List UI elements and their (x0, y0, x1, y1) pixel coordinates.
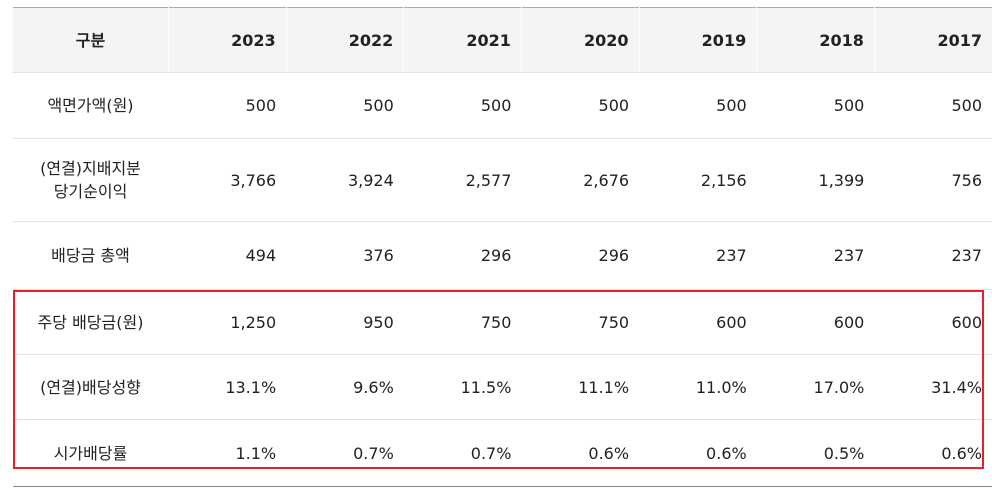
header-cell: 2022 (285, 7, 404, 73)
value-cell: 750 (521, 289, 640, 355)
value-cell: 296 (403, 221, 522, 290)
value-cell: 500 (521, 72, 640, 139)
dividend-table: 구분 2023 2022 2021 2020 2019 2018 2017 액면가액(원) 50… (12, 7, 992, 487)
value-cell: 756 (874, 138, 992, 222)
table-row: 배당금 총액 494 376 296 296 237 237 237 (12, 221, 992, 290)
value-cell: 600 (874, 289, 992, 355)
table-row: (연결)지배지분 당기순이익 3,766 3,924 2,577 2,676 2,156 1… (12, 138, 992, 222)
value-cell: 500 (756, 72, 875, 139)
value-cell: 3,924 (286, 138, 404, 222)
value-cell: 0.7% (286, 419, 404, 487)
value-cell: 500 (639, 72, 757, 139)
table-body: 액면가액(원) 500 500 500 500 500 500 500 (연결)지배지분 당기순… (12, 72, 992, 487)
header-cell: 2017 (873, 7, 992, 73)
value-cell: 11.1% (521, 354, 640, 420)
value-cell: 0.6% (639, 419, 757, 487)
row-label: 액면가액(원) (12, 72, 169, 139)
value-cell: 9.6% (286, 354, 404, 420)
header-cell: 2021 (403, 7, 522, 73)
header-cell: 2020 (520, 7, 640, 73)
value-cell: 600 (639, 289, 757, 355)
value-cell: 1,399 (756, 138, 875, 222)
value-cell: 0.6% (874, 419, 992, 487)
value-cell: 0.5% (756, 419, 875, 487)
value-cell: 31.4% (874, 354, 992, 420)
header-cell: 구분 (12, 7, 169, 73)
row-label: 주당 배당금(원) (12, 289, 169, 355)
value-cell: 237 (756, 221, 875, 290)
value-cell: 296 (521, 221, 640, 290)
table-row: 액면가액(원) 500 500 500 500 500 500 500 (12, 72, 992, 139)
value-cell: 2,676 (521, 138, 640, 222)
value-cell: 13.1% (168, 354, 287, 420)
value-cell: 600 (756, 289, 875, 355)
row-label: (연결)지배지분 당기순이익 (12, 138, 169, 222)
table-row: 주당 배당금(원) 1,250 950 750 750 600 600 600 (12, 289, 992, 355)
value-cell: 237 (874, 221, 992, 290)
table-row: 시가배당률 1.1% 0.7% 0.7% 0.6% 0.6% 0.5% 0.6% (12, 419, 992, 487)
value-cell: 237 (639, 221, 757, 290)
value-cell: 500 (874, 72, 992, 139)
table-header: 구분 2023 2022 2021 2020 2019 2018 2017 (12, 7, 992, 73)
header-cell: 2018 (756, 7, 875, 73)
value-cell: 500 (286, 72, 404, 139)
header-cell: 2019 (638, 7, 757, 73)
row-label: 시가배당률 (12, 419, 169, 487)
value-cell: 2,156 (639, 138, 757, 222)
value-cell: 494 (168, 221, 287, 290)
value-cell: 0.6% (521, 419, 640, 487)
value-cell: 11.5% (403, 354, 522, 420)
header-row: 구분 2023 2022 2021 2020 2019 2018 2017 (12, 7, 992, 73)
value-cell: 750 (403, 289, 522, 355)
header-cell: 2023 (168, 7, 287, 73)
value-cell: 2,577 (403, 138, 522, 222)
value-cell: 11.0% (639, 354, 757, 420)
value-cell: 17.0% (756, 354, 875, 420)
table-row: (연결)배당성향 13.1% 9.6% 11.5% 11.1% 11.0% 17.0% 31.… (12, 354, 992, 420)
row-label: 배당금 총액 (12, 221, 169, 290)
value-cell: 500 (403, 72, 522, 139)
value-cell: 1.1% (168, 419, 287, 487)
value-cell: 3,766 (168, 138, 287, 222)
row-label: (연결)배당성향 (12, 354, 169, 420)
value-cell: 1,250 (168, 289, 287, 355)
value-cell: 0.7% (403, 419, 522, 487)
value-cell: 500 (168, 72, 287, 139)
value-cell: 950 (286, 289, 404, 355)
value-cell: 376 (286, 221, 404, 290)
